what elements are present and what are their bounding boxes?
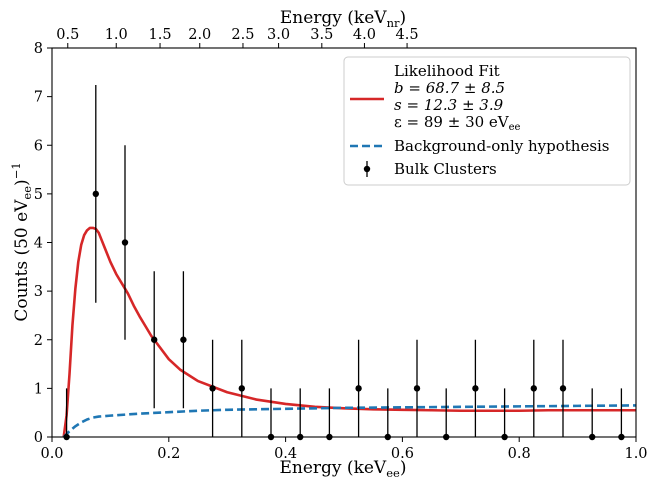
x-axis-label-tail: ) — [400, 458, 407, 478]
y-tick-label: 8 — [34, 41, 43, 57]
legend: Likelihood Fit b = 68.7 ± 8.5 s = 12.3 ±… — [344, 57, 630, 185]
x-tick-label: 0.0 — [40, 446, 63, 462]
y-tick-label: 5 — [34, 187, 43, 203]
y-axis-label-text: Counts (50 eV — [12, 199, 32, 322]
top-tick-label: 4.0 — [353, 27, 376, 43]
legend-bkg-label: Background-only hypothesis — [394, 137, 610, 155]
y-axis-label-tail: ) — [12, 179, 32, 186]
top-axis-label-text: Energy (keV — [280, 8, 387, 28]
y-tick-label: 3 — [34, 284, 43, 300]
top-axis-label-sub: nr — [387, 16, 400, 30]
top-tick-label: 2.5 — [231, 27, 254, 43]
y-axis-label-sup: −1 — [9, 162, 23, 179]
top-tick-label: 3.5 — [310, 27, 333, 43]
legend-fit-line-3-text: ε = 89 ± 30 eV — [394, 113, 510, 131]
top-tick-label: 1.0 — [105, 27, 128, 43]
y-tick-label: 6 — [34, 138, 43, 154]
data-point — [180, 337, 186, 343]
legend-data-swatch-marker — [364, 166, 370, 172]
data-point — [472, 385, 478, 391]
x-tick-label: 1.0 — [624, 446, 647, 462]
y-axis-label-sub: ee — [20, 186, 34, 200]
data-point — [122, 239, 128, 245]
y-tick-label: 4 — [34, 236, 43, 252]
legend-fit-label: Likelihood Fit — [394, 62, 500, 80]
x-tick-label: 0.2 — [157, 446, 180, 462]
top-tick-label: 2.0 — [188, 27, 211, 43]
data-point — [355, 385, 361, 391]
y-tick-label: 2 — [34, 333, 43, 349]
top-tick-label: 0.5 — [56, 27, 79, 43]
top-axis-label-tail: ) — [399, 8, 406, 28]
y-axis-label: Counts (50 eVee)−1 — [9, 162, 34, 321]
x-axis-label-text: Energy (keV — [280, 458, 387, 478]
x-tick-label: 0.8 — [508, 446, 531, 462]
data-point — [151, 337, 157, 343]
x-axis-label-sub: ee — [386, 466, 400, 478]
top-tick-label: 3.0 — [267, 27, 290, 43]
data-point — [93, 191, 99, 197]
y-tick-label: 0 — [34, 430, 43, 446]
x-axis-label: Energy (keVee) — [280, 458, 407, 478]
data-point — [560, 385, 566, 391]
legend-fit-line-3: ε = 89 ± 30 eVee — [394, 113, 521, 133]
legend-fit-line-2: s = 12.3 ± 3.9 — [394, 96, 504, 114]
top-tick-label: 1.5 — [149, 27, 172, 43]
data-point — [209, 385, 215, 391]
legend-data-label: Bulk Clusters — [394, 160, 497, 178]
data-point — [414, 385, 420, 391]
legend-fit-line-1: b = 68.7 ± 8.5 — [394, 79, 505, 97]
legend-fit-line-3-sub: ee — [509, 122, 521, 133]
y-tick-label: 1 — [34, 381, 43, 397]
data-point — [531, 385, 537, 391]
top-axis-label: Energy (keVnr) — [280, 8, 406, 30]
data-point — [239, 385, 245, 391]
y-tick-label: 7 — [34, 90, 43, 106]
